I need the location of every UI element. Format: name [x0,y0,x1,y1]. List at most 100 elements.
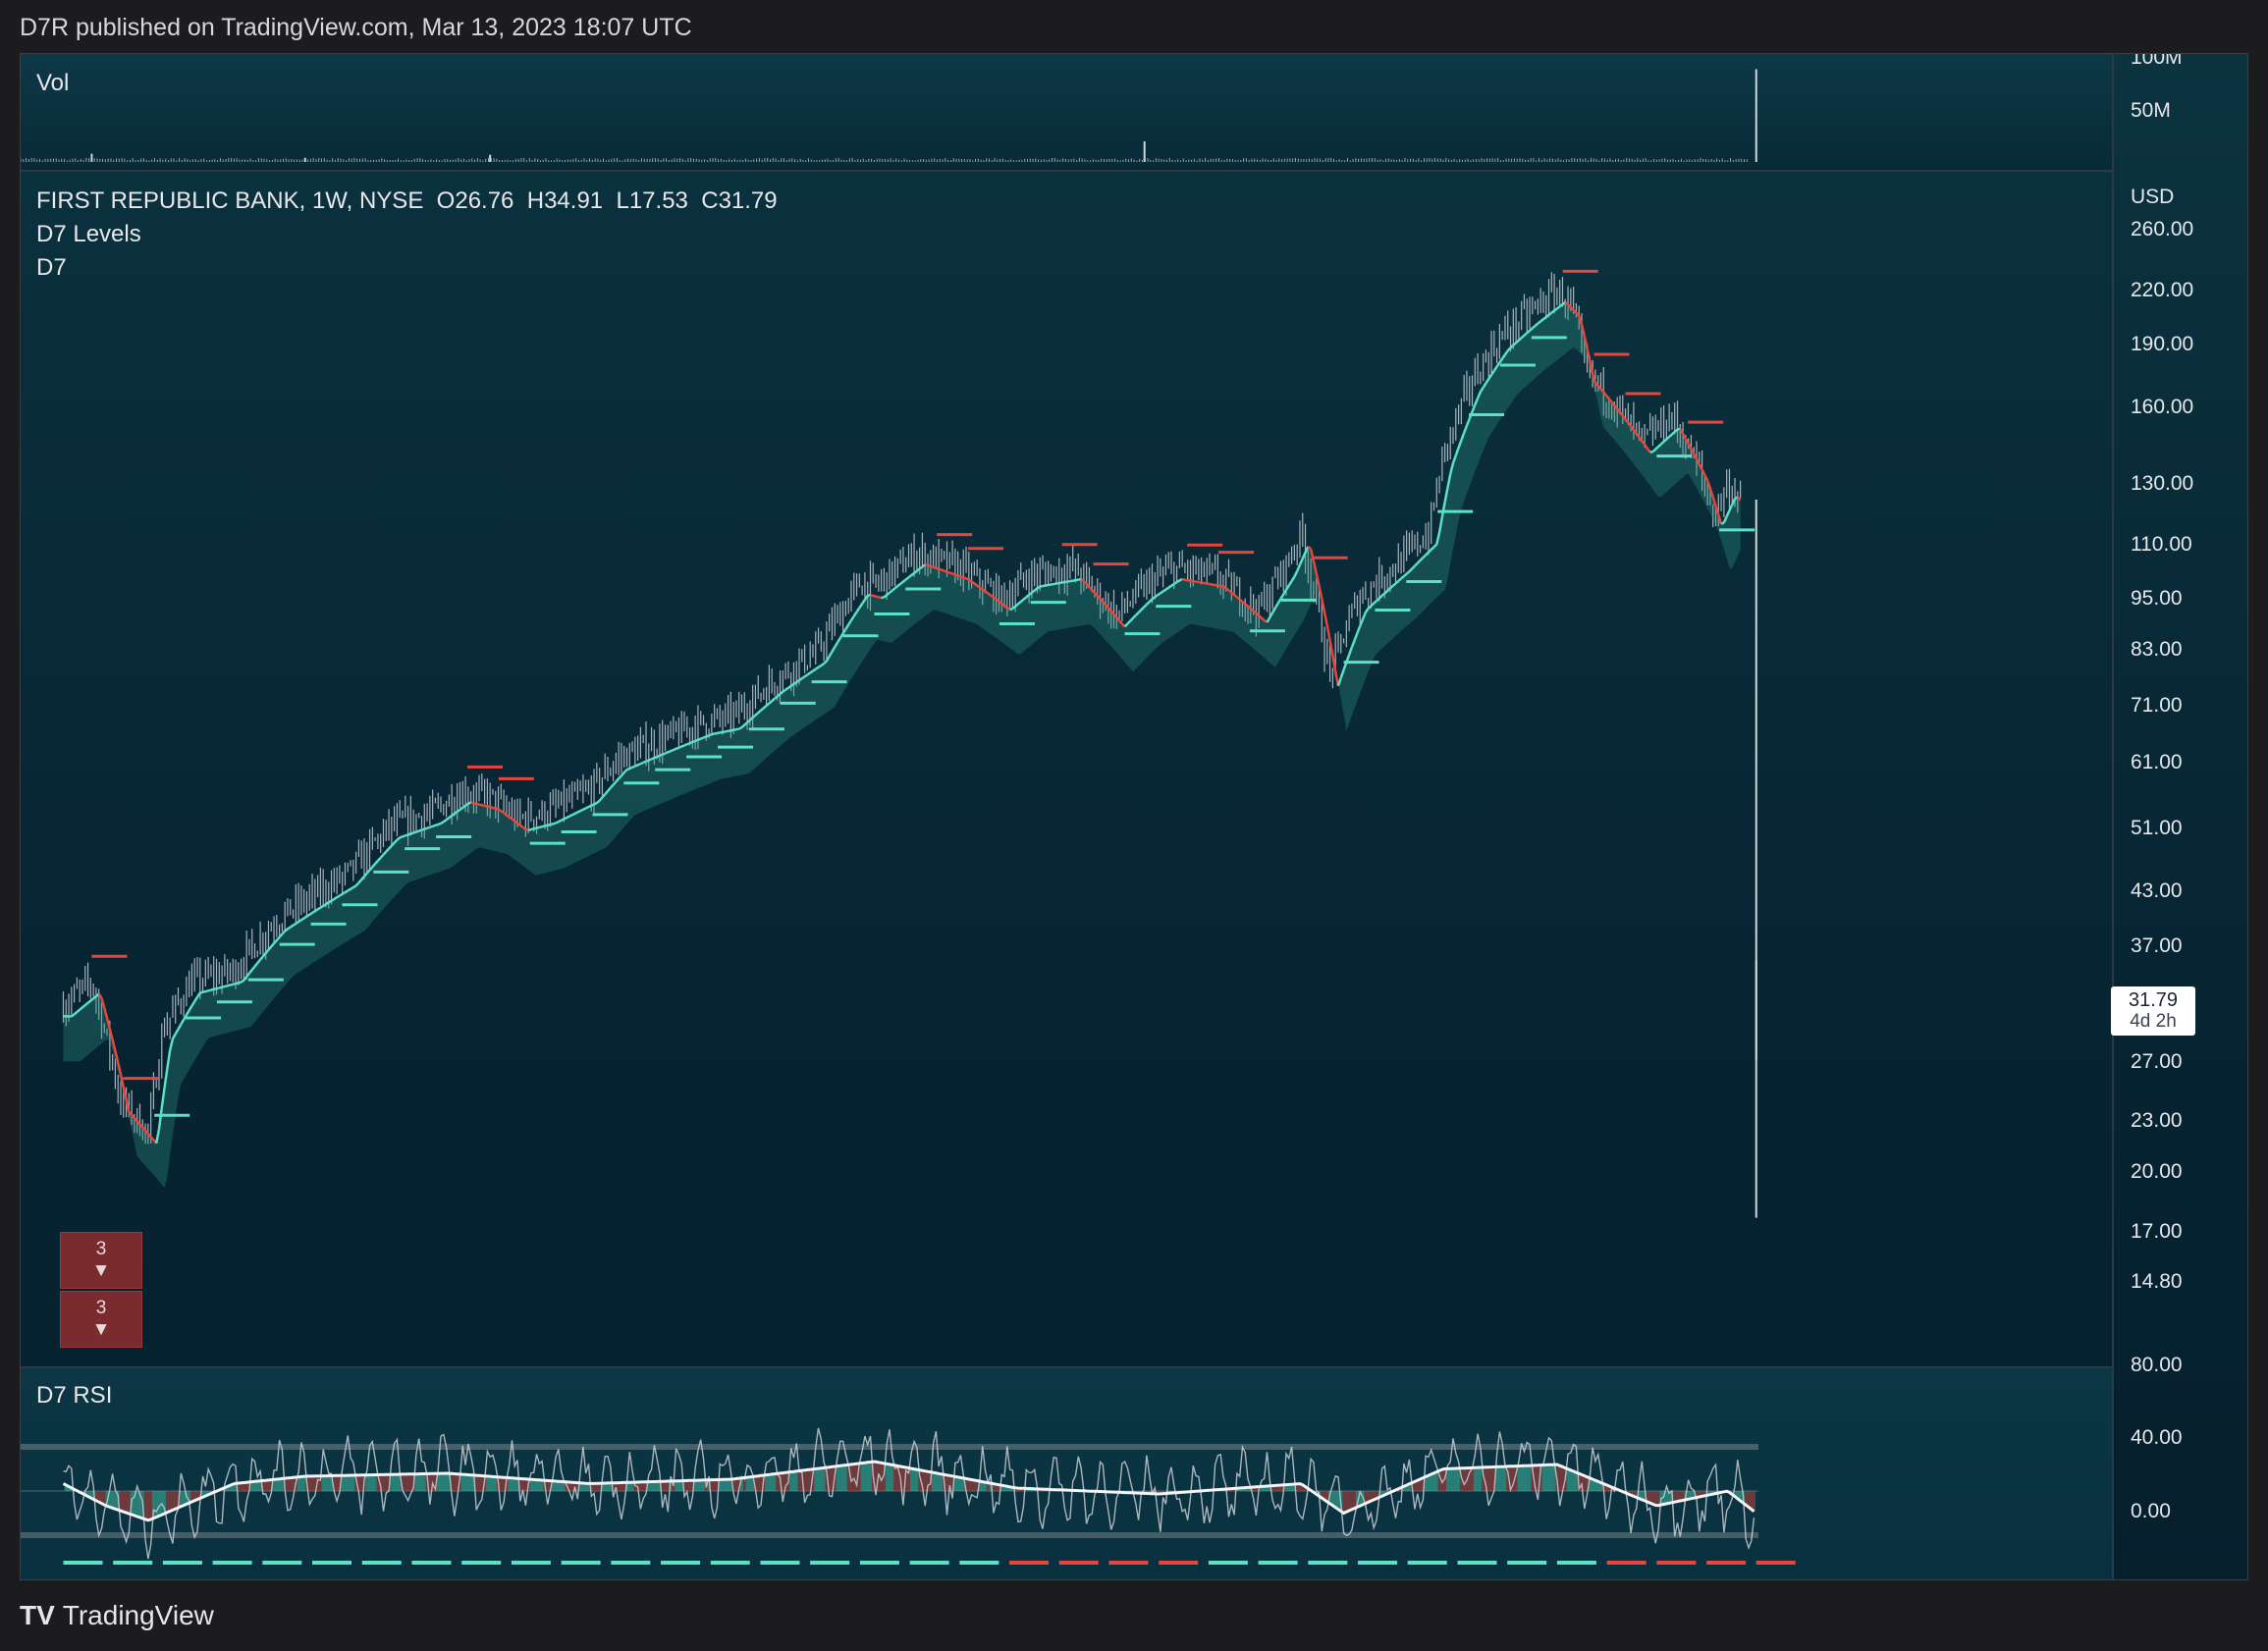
trend-line [371,863,377,868]
trend-line [927,563,932,568]
trend-line [1364,608,1370,613]
trend-line [475,802,480,806]
trend-line [673,747,677,752]
trend-line [166,1049,172,1069]
trend-line [563,816,567,821]
price-scale[interactable]: 100M 50M USD 260.00 220.00 190.00 160.00… [2112,54,2247,1579]
trend-line [714,731,718,735]
trend-line [303,915,308,920]
indicator-d7-levels[interactable]: D7 Levels [36,221,141,247]
trend-line [962,576,967,580]
trend-line [694,738,699,743]
trend-line [1170,582,1175,587]
trend-line [622,769,628,773]
trend-line [1596,385,1602,391]
trend-line [1665,436,1670,441]
trend-line [1492,365,1498,372]
trend-line [1428,549,1432,554]
trend-line [171,1033,177,1039]
trend-line [1465,418,1471,427]
trend-line [637,762,641,767]
trend-line [1651,448,1657,453]
trend-line [273,939,278,945]
trend-line [555,821,560,825]
trend-line [886,591,891,597]
trend-line [738,725,743,730]
trend-line [388,844,393,850]
trend-line [415,829,420,833]
trend-line [128,1111,134,1116]
trend-line [71,1013,76,1018]
trend-line [993,596,998,601]
price-label: 14.80 [2131,1270,2183,1293]
trend-line [732,727,737,731]
trend-line [508,816,513,821]
trend-line [930,564,934,568]
trend-line [259,955,264,961]
rsi-pane[interactable]: D7 RSI [21,1368,2112,1579]
trend-line [316,906,322,911]
trend-line [393,838,399,844]
trend-line [287,926,292,931]
trend-line [1109,610,1115,615]
trend-line [1703,474,1709,482]
trend-line [968,578,973,583]
trend-line [782,688,786,693]
trend-line [1602,391,1608,397]
trend-line [979,586,984,591]
trend-line [1241,600,1247,606]
trend-line [1405,570,1411,575]
trend-line [1019,598,1025,603]
trend-line [1462,425,1469,434]
trend-line [1140,606,1146,612]
trend-line [587,804,592,809]
trend-line [210,987,215,991]
indicator-d7[interactable]: D7 [36,254,67,281]
signal-badge[interactable]: 3 ▼ [60,1291,142,1348]
trend-line [1649,451,1653,453]
trend-line [1621,414,1627,420]
trend-line [1471,404,1477,412]
trend-line [525,827,529,831]
trend-line [1380,592,1386,597]
trend-line [390,841,396,847]
trend-line [533,826,537,830]
trend-line [325,901,330,906]
trend-line [114,1050,120,1063]
trend-line [743,721,748,726]
trend-line [1000,602,1005,607]
trend-line [1178,577,1183,582]
trend-line [1701,468,1706,476]
trend-line [360,875,365,880]
trend-line [1282,589,1288,596]
price-pane[interactable]: FIRST REPUBLIC BANK, 1W, NYSE O26.76 H34… [21,172,2112,1473]
trend-line [910,571,915,577]
trend-line [539,825,543,829]
rsi-signal-line [62,1460,1755,1522]
trend-line [1222,585,1227,590]
trend-line [250,965,256,971]
trend-line [789,682,795,687]
signal-badge[interactable]: 3 ▼ [60,1232,142,1289]
trend-line [1671,431,1676,436]
trend-line [1520,334,1526,340]
trend-line [473,801,477,806]
tradingview-logo[interactable]: TV TradingView [20,1600,214,1631]
trend-line [1238,598,1244,603]
trend-line [478,803,483,807]
volume-pane[interactable]: Vol [21,54,2112,172]
trend-line [133,1117,138,1123]
trend-line [645,759,650,763]
trend-line [1336,677,1342,687]
trend-line [379,853,385,859]
trend-line [552,822,557,826]
trend-line [1619,411,1624,417]
trend-line [604,790,609,796]
price-label: 61.00 [2131,751,2183,773]
trend-line [190,1000,196,1007]
price-label: 17.00 [2131,1220,2183,1243]
trend-line [1705,480,1712,490]
trend-line [1370,602,1376,608]
trend-line [261,952,267,958]
trend-line [481,803,485,808]
